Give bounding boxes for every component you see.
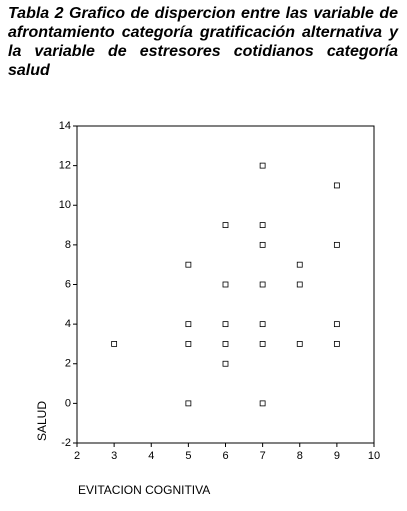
point: [333, 182, 340, 189]
y-axis-label: SALUD: [35, 401, 49, 441]
point: [259, 281, 266, 288]
y-tick-label: 0: [65, 397, 71, 409]
point: [222, 341, 229, 347]
point: [259, 222, 266, 228]
x-axis-label: EVITACION COGNITIVA: [78, 483, 210, 497]
point: [259, 241, 266, 248]
chart-title: Tabla 2 Grafico de dispercion entre las …: [8, 5, 398, 79]
point: [111, 341, 118, 347]
y-tick-label: 6: [65, 278, 71, 290]
point: [296, 341, 303, 347]
point: [222, 321, 229, 328]
x-tick-label: 3: [111, 450, 117, 462]
point: [259, 341, 266, 347]
point: [296, 261, 303, 268]
y-tick-label: -2: [61, 437, 71, 449]
point: [259, 162, 266, 169]
x-tick-label: 7: [260, 450, 266, 462]
point: [296, 281, 303, 288]
point: [333, 321, 340, 328]
x-tick-label: 6: [222, 450, 228, 462]
y-tick-label: 4: [65, 318, 71, 330]
y-tick-label: 10: [59, 199, 71, 211]
point: [259, 321, 266, 328]
point: [333, 341, 340, 347]
point: [222, 281, 229, 288]
x-tick-label: 8: [297, 450, 303, 462]
x-tick-label: 9: [334, 450, 340, 462]
point: [185, 341, 192, 347]
point: [185, 261, 192, 268]
point: [222, 222, 229, 228]
x-tick-label: 2: [74, 450, 80, 462]
y-tick-label: 14: [59, 120, 71, 132]
point: [185, 321, 192, 328]
y-tick-label: 8: [65, 239, 71, 251]
point: [259, 400, 266, 407]
x-tick-label: 10: [368, 450, 380, 462]
y-tick-label: 12: [59, 160, 71, 172]
point: [222, 360, 229, 367]
y-tick-label: 2: [65, 358, 71, 370]
x-tick-label: 5: [185, 450, 191, 462]
x-tick-label: 4: [148, 450, 154, 462]
point: [333, 241, 340, 248]
point: [185, 400, 192, 407]
